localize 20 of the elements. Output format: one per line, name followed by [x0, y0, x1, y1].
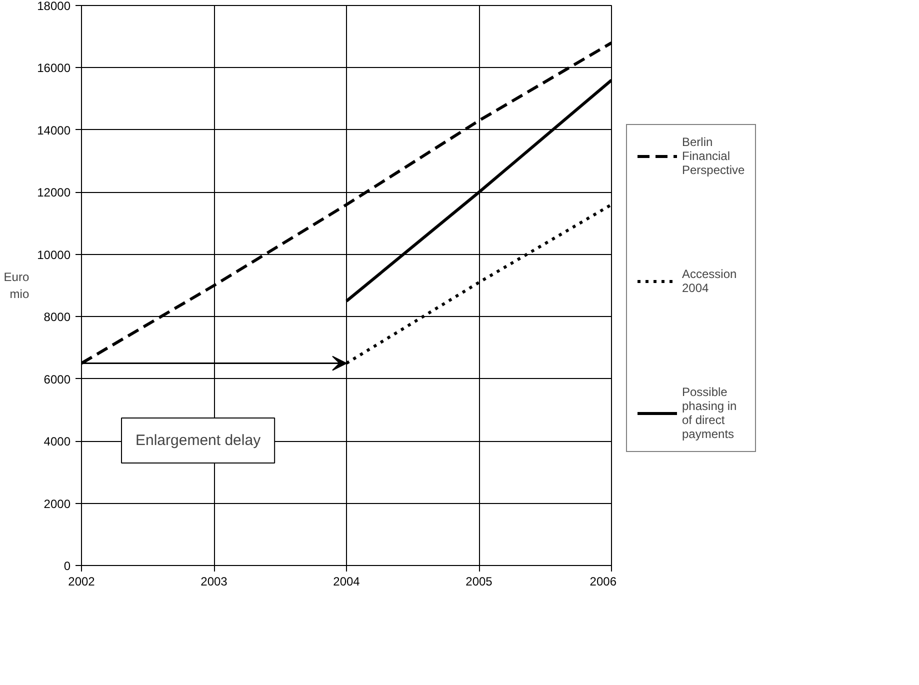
x-tick-label: 2005: [466, 574, 493, 588]
legend-label: Possible phasing in of direct payments: [682, 384, 737, 440]
y-tick-label: 0: [64, 559, 71, 573]
y-axis-title: Euro mio: [4, 270, 30, 301]
x-tick-label: 2002: [68, 574, 96, 588]
y-tick-label: 12000: [37, 186, 71, 200]
y-tick-label: 10000: [37, 248, 71, 262]
y-tick-label: 14000: [37, 123, 71, 138]
y-tick-label: 16000: [37, 61, 71, 76]
x-tick-label: 2006: [590, 574, 617, 588]
y-tick-label: 18000: [37, 0, 71, 13]
x-tick-label: 2003: [200, 574, 228, 588]
y-tick-label: 6000: [44, 372, 71, 386]
legend-label: Berlin Financial Perspective: [682, 134, 745, 176]
annotation: Enlargement delay: [136, 432, 262, 449]
y-tick-label: 8000: [44, 310, 71, 324]
x-tick-label: 2004: [333, 574, 360, 588]
y-tick-label: 2000: [44, 496, 71, 511]
legend-label: Accession 2004: [682, 266, 737, 294]
y-tick-label: 4000: [44, 434, 71, 449]
